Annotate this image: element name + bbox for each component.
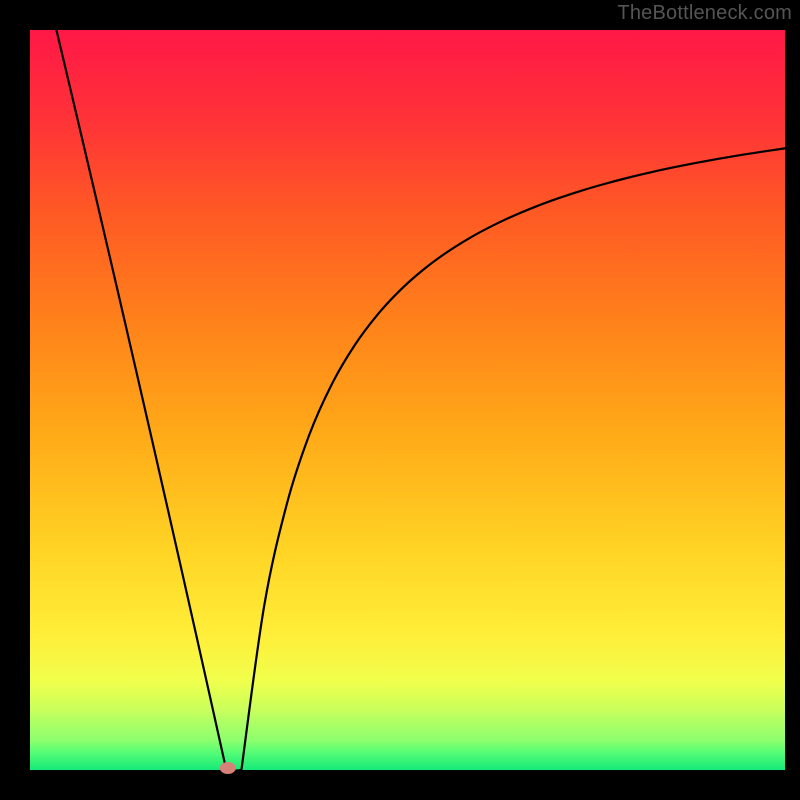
chart-container: TheBottleneck.com [0, 0, 800, 800]
watermark-text: TheBottleneck.com [617, 2, 792, 25]
optimal-balance-marker [220, 762, 236, 774]
bottleneck-curve-chart [0, 0, 800, 800]
